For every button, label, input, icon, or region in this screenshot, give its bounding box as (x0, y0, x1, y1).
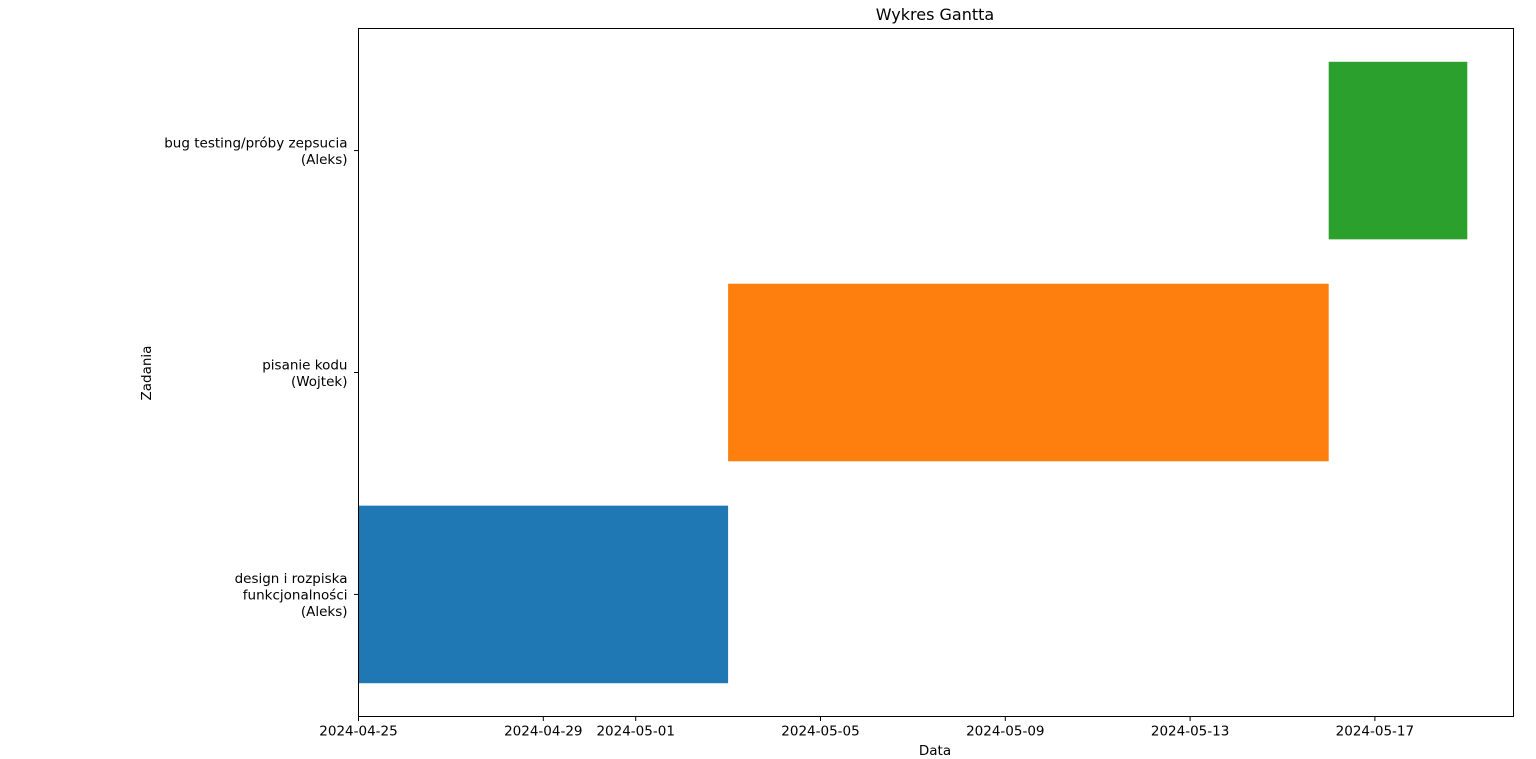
y-tick-label: pisanie kodu (Wojtek) (262, 357, 347, 390)
task-bar-1 (728, 283, 1329, 462)
x-tick-label: 2024-05-09 (966, 724, 1044, 740)
x-tick-label: 2024-05-05 (781, 724, 859, 740)
chart-title: Wykres Gantta (876, 5, 994, 24)
task-bar-2 (1328, 61, 1468, 240)
x-tick-label: 2024-04-25 (319, 724, 397, 740)
y-axis-ticks: design i rozpiska funkcjonalności (Aleks) p… (164, 135, 359, 620)
x-tick-label: 2024-04-29 (504, 724, 582, 740)
y-tick-label: bug testing/próby zepsucia (Aleks) (164, 135, 347, 168)
x-axis-label: Data (919, 743, 951, 759)
x-tick-label: 2024-05-01 (596, 724, 674, 740)
y-axis-label: Zadania (139, 346, 155, 401)
task-bar-0 (358, 505, 729, 684)
y-tick-label: design i rozpiska funkcjonalności (Aleks) (235, 571, 348, 620)
x-axis-ticks: 2024-04-25 2024-04-29 2024-05-01 2024-05-05… (319, 716, 1414, 740)
bars-layer (358, 61, 1468, 684)
x-tick-label: 2024-05-17 (1336, 724, 1414, 740)
x-tick-label: 2024-05-13 (1151, 724, 1229, 740)
